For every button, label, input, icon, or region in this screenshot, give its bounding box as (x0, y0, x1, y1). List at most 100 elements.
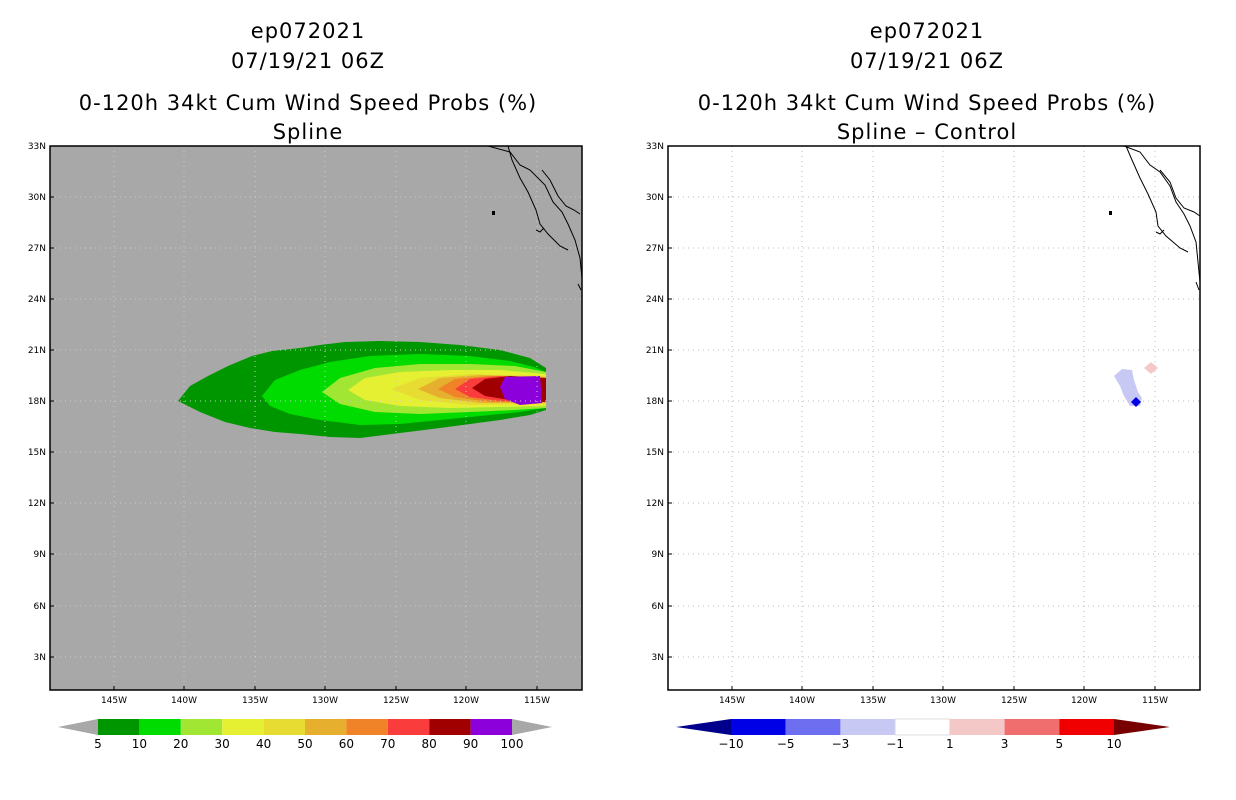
diff-positive-blob (1144, 362, 1158, 374)
swath-90pct (500, 376, 542, 405)
lat-tick-label: 24N (646, 295, 664, 305)
right-colorbar: −10 −5 −3 −1 1 3 5 10 (676, 718, 1170, 751)
lat-tick-label: 12N (646, 499, 664, 509)
right-cbar-label: −1 (886, 737, 904, 751)
lat-tick-label: 18N (28, 397, 46, 407)
lat-tick-label: 9N (652, 550, 664, 560)
right-lon-ticks: 145W 140W 135W 130W 125W 120W 115W (719, 686, 1168, 706)
right-map-frame (667, 145, 1201, 691)
lat-tick-label: 15N (28, 448, 46, 458)
lon-tick-label: 120W (1071, 696, 1097, 706)
left-cbar-box (180, 719, 223, 735)
left-cbar-box (470, 719, 512, 735)
left-cbar-label: 100 (501, 737, 524, 751)
left-cbar-low-arrow (58, 719, 98, 735)
left-cbar-box (305, 719, 347, 735)
right-title-product: 0-120h 34kt Cum Wind Speed Probs (%) (698, 91, 1156, 115)
right-title-date: 07/19/21 06Z (850, 49, 1004, 73)
lon-tick-label: 135W (860, 696, 886, 706)
lat-tick-label: 21N (646, 346, 664, 356)
left-coastline (487, 145, 583, 291)
lat-tick-label: 27N (28, 244, 46, 254)
right-cbar-box (1059, 719, 1114, 735)
lon-tick-label: 115W (1142, 696, 1168, 706)
lat-tick-label: 30N (646, 193, 664, 203)
left-map (49, 145, 583, 691)
lat-tick-label: 3N (34, 653, 46, 663)
right-cbar-label: −10 (718, 737, 743, 751)
right-cbar-label: 5 (1055, 737, 1063, 751)
right-island (1109, 211, 1112, 215)
left-cbar-box (387, 719, 430, 735)
left-cbar-box (222, 719, 264, 735)
left-title-date: 07/19/21 06Z (231, 49, 385, 73)
right-gridlines (668, 146, 1200, 690)
left-cbar-label: 60 (339, 737, 354, 751)
right-cbar-label: 10 (1106, 737, 1121, 751)
left-cbar-label: 5 (94, 737, 102, 751)
left-lat-ticks: 33N 30N 27N 24N 21N 18N 15N 12N 9N 6N 3N (28, 142, 54, 663)
right-cbar-box (731, 719, 786, 735)
lon-tick-label: 145W (719, 696, 745, 706)
right-cbar-box (949, 719, 1005, 735)
left-cbar-box (139, 719, 181, 735)
left-island (492, 211, 495, 215)
left-title-method: Spline (273, 120, 344, 144)
left-cbar-label: 20 (173, 737, 188, 751)
lat-tick-label: 33N (646, 142, 664, 152)
left-cbar-label: 50 (297, 737, 312, 751)
lat-tick-label: 3N (652, 653, 664, 663)
left-gridlines (50, 146, 582, 690)
right-title-storm: ep072021 (870, 19, 984, 43)
diff-negative-blob (1114, 369, 1142, 406)
lon-tick-label: 145W (101, 696, 127, 706)
lat-tick-label: 24N (28, 295, 46, 305)
lon-tick-label: 125W (1001, 696, 1027, 706)
right-cbar-box (894, 718, 951, 736)
lat-tick-label: 21N (28, 346, 46, 356)
lat-tick-label: 9N (34, 550, 46, 560)
lon-tick-label: 135W (242, 696, 268, 706)
right-lat-ticks: 33N 30N 27N 24N 21N 18N 15N 12N 9N 6N 3N (646, 142, 672, 663)
left-title-storm: ep072021 (251, 19, 365, 43)
left-cbar-label: 70 (380, 737, 395, 751)
left-cbar-label: 80 (422, 737, 437, 751)
left-lon-ticks: 145W 140W 135W 130W 125W 120W 115W (101, 686, 550, 706)
right-cbar-label: 1 (946, 737, 954, 751)
lon-tick-label: 115W (524, 696, 550, 706)
lat-tick-label: 15N (646, 448, 664, 458)
left-cbar-label: 30 (215, 737, 230, 751)
lon-tick-label: 120W (453, 696, 479, 706)
left-cbar-box (98, 719, 140, 735)
lon-tick-label: 130W (312, 696, 338, 706)
lat-tick-label: 6N (34, 602, 46, 612)
right-cbar-box (785, 719, 841, 735)
lat-tick-label: 33N (28, 142, 46, 152)
left-title-product: 0-120h 34kt Cum Wind Speed Probs (%) (79, 91, 537, 115)
lon-tick-label: 125W (383, 696, 409, 706)
lat-tick-label: 27N (646, 244, 664, 254)
left-cbar-label: 10 (132, 737, 147, 751)
left-cbar-box (263, 719, 305, 735)
left-map-frame (49, 145, 583, 691)
lat-tick-label: 30N (28, 193, 46, 203)
right-cbar-label: −3 (832, 737, 850, 751)
left-cbar-high-arrow (512, 719, 552, 735)
right-cbar-box (1004, 719, 1060, 735)
left-cbar-box (429, 719, 471, 735)
right-map (667, 145, 1201, 691)
left-colorbar: 5 10 20 30 40 50 60 70 80 90 100 (58, 719, 552, 751)
left-cbar-box (346, 719, 388, 735)
lat-tick-label: 12N (28, 499, 46, 509)
left-cbar-label: 40 (256, 737, 271, 751)
lon-tick-label: 140W (171, 696, 197, 706)
right-cbar-high-arrow (1114, 719, 1170, 735)
right-title-method: Spline – Control (837, 120, 1017, 144)
right-coastline (1123, 145, 1201, 291)
left-cbar-label: 90 (463, 737, 478, 751)
right-map-background (668, 146, 1200, 690)
lon-tick-label: 140W (789, 696, 815, 706)
right-cbar-box (840, 719, 896, 735)
right-cbar-label: 3 (1001, 737, 1009, 751)
